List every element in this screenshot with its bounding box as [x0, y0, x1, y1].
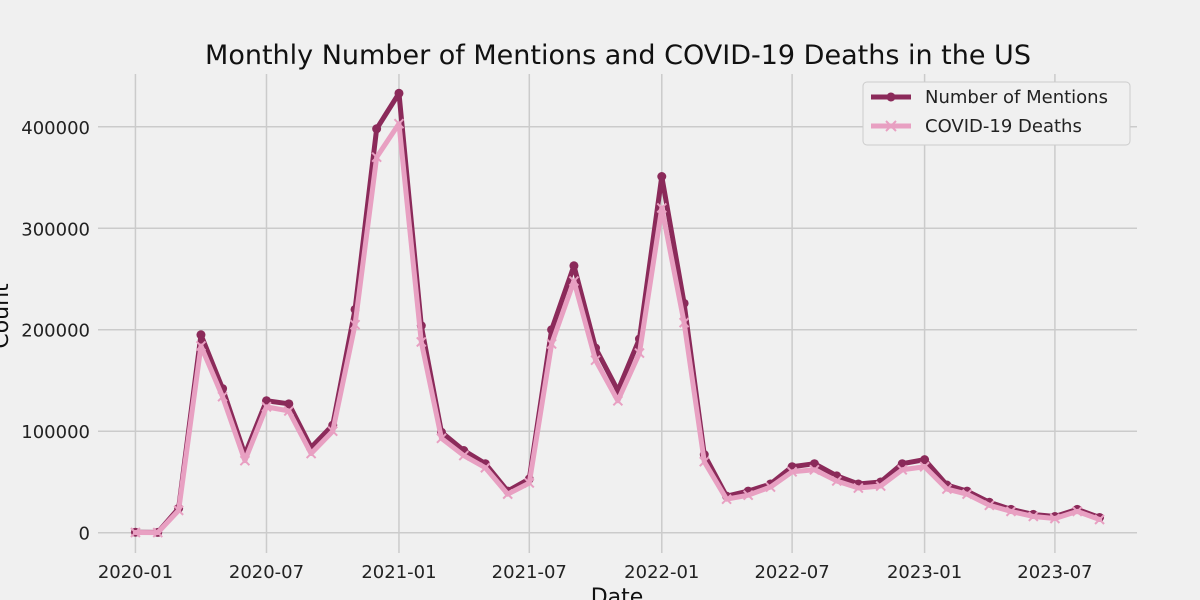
- data-point: [569, 261, 579, 271]
- data-point: [261, 401, 272, 413]
- data-point: [284, 399, 294, 409]
- data-point: [568, 275, 580, 287]
- legend-box: [862, 81, 1131, 146]
- data-point: [721, 494, 732, 505]
- x-axis-title: Date: [591, 585, 644, 600]
- data-point: [416, 336, 427, 348]
- data-point: [742, 489, 754, 501]
- series-line: [132, 121, 1103, 536]
- data-point: [897, 459, 907, 469]
- data-point: [372, 124, 382, 134]
- data-point: [853, 482, 864, 494]
- data-point: [1005, 506, 1017, 517]
- x-tick-label: 2021-01: [361, 562, 436, 583]
- data-point: [239, 455, 251, 466]
- data-point: [261, 396, 271, 406]
- data-point: [152, 527, 163, 538]
- data-point: [371, 152, 382, 163]
- data-point: [524, 477, 535, 489]
- data-point: [173, 505, 184, 516]
- series-line: [132, 90, 1103, 535]
- data-point: [590, 354, 601, 366]
- data-point: [765, 481, 776, 493]
- data-point: [657, 171, 667, 181]
- data-point: [1072, 506, 1083, 517]
- data-point: [1028, 511, 1039, 522]
- data-point: [480, 462, 491, 473]
- legend-marker-mentions: [886, 92, 896, 102]
- y-axis: 0 100000 200000 300000 400000: [21, 118, 90, 545]
- series-layer: [130, 88, 1105, 538]
- data-point: [984, 500, 995, 511]
- data-point: [502, 488, 513, 500]
- y-tick-label: 0: [79, 524, 90, 545]
- data-point: [283, 405, 295, 417]
- data-point: [809, 464, 820, 475]
- data-point: [349, 319, 361, 330]
- legend-label-mentions: Number of Mentions: [925, 87, 1108, 108]
- x-tick-label: 2022-07: [754, 562, 829, 583]
- data-point: [305, 448, 317, 459]
- legend-label-deaths: COVID-19 Deaths: [925, 116, 1082, 137]
- data-point: [941, 483, 953, 495]
- data-point: [875, 480, 886, 492]
- data-point: [612, 395, 624, 406]
- legend: Number of Mentions COVID-19 Deaths: [862, 81, 1131, 146]
- data-point: [436, 433, 447, 444]
- y-tick-label: 300000: [21, 219, 90, 240]
- data-point: [394, 88, 404, 98]
- x-axis: 2020-01 2020-07 2021-01 2021-07 2022-01 2022-…: [98, 562, 1093, 583]
- data-point: [699, 456, 710, 467]
- data-point: [195, 340, 207, 352]
- data-point: [961, 488, 973, 500]
- data-point: [1049, 513, 1061, 524]
- data-point: [458, 450, 469, 461]
- x-tick-label: 2020-01: [98, 562, 173, 583]
- data-point: [786, 466, 798, 478]
- data-point: [809, 459, 819, 469]
- data-point: [393, 118, 405, 129]
- y-axis-title: Count: [0, 283, 14, 349]
- x-tick-label: 2020-07: [229, 562, 304, 583]
- data-point: [130, 527, 141, 538]
- data-point: [327, 426, 338, 437]
- data-point: [546, 338, 557, 350]
- y-tick-label: 200000: [21, 321, 90, 342]
- data-point: [217, 391, 228, 402]
- data-point: [656, 202, 667, 214]
- y-tick-label: 400000: [21, 118, 90, 139]
- x-tick-label: 2021-07: [492, 562, 567, 583]
- data-point: [831, 475, 842, 487]
- data-point: [919, 461, 930, 472]
- data-point: [1094, 514, 1105, 525]
- gridlines: [98, 74, 1137, 553]
- data-point: [196, 330, 206, 340]
- x-tick-label: 2023-07: [1017, 562, 1092, 583]
- data-point: [897, 464, 908, 475]
- data-point: [634, 347, 645, 359]
- data-point: [678, 317, 690, 328]
- x-tick-label: 2023-01: [887, 562, 962, 583]
- data-point: [920, 455, 930, 465]
- y-tick-label: 100000: [21, 422, 90, 443]
- legend-marker-deaths: [885, 120, 897, 132]
- chart-title: Monthly Number of Mentions and COVID-19 …: [205, 40, 1031, 71]
- series-deaths: [130, 118, 1105, 538]
- x-tick-label: 2022-01: [624, 562, 699, 583]
- series-mentions: [130, 88, 1105, 537]
